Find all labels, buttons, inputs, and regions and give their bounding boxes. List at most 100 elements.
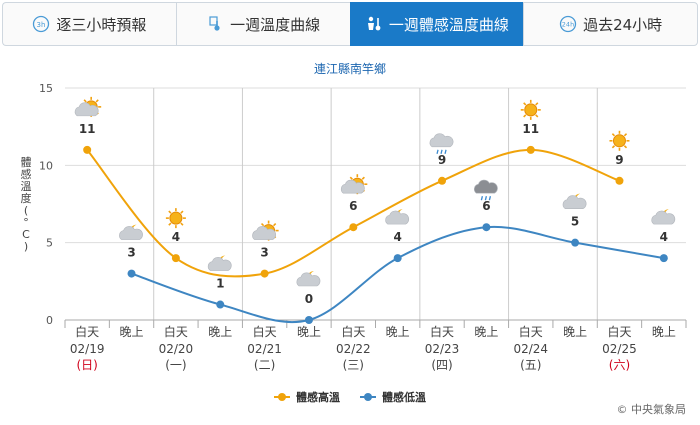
data-label: 4 <box>172 230 180 244</box>
x-category-label: 晚上 <box>652 325 676 339</box>
sun-ray <box>523 114 527 118</box>
sun-ray <box>168 222 172 226</box>
data-point <box>438 176 447 185</box>
partly-cloudy-day-icon <box>252 220 279 241</box>
sun-ray <box>260 222 265 227</box>
feels-like-thermometer-icon <box>365 15 383 33</box>
x-category-label: 白天 <box>430 324 454 339</box>
legend-label: 體感高溫 <box>296 390 340 404</box>
partly-cloudy-day-icon <box>340 174 368 195</box>
partly-cloudy-day-icon <box>74 96 102 117</box>
rain-drop <box>484 196 488 201</box>
data-point <box>526 145 535 154</box>
cloud-shape <box>207 257 232 271</box>
svg-text:24h: 24h <box>562 21 574 29</box>
tab-3hour-forecast[interactable]: 3h 逐三小時預報 <box>2 2 176 46</box>
x-weekday-label: (一) <box>165 358 186 372</box>
sun-ray <box>611 145 616 149</box>
partly-cloudy-night-icon <box>562 193 587 209</box>
sun-ray <box>623 145 628 149</box>
data-label: 1 <box>216 277 224 291</box>
sun-ray <box>180 210 184 214</box>
cloud-shape <box>296 272 321 287</box>
rain-drop <box>480 196 484 201</box>
sun-ray <box>180 222 184 226</box>
x-date-label: 02/19 <box>70 342 105 356</box>
tab-label: 一週體感溫度曲線 <box>388 15 509 34</box>
x-weekday-label: (日) <box>76 358 97 372</box>
data-point <box>393 254 402 263</box>
data-point <box>571 238 580 247</box>
sun-ray <box>611 133 616 137</box>
x-category-label: 白天 <box>607 324 631 339</box>
data-label: 0 <box>305 292 313 306</box>
data-point <box>127 269 136 278</box>
tab-label: 逐三小時預報 <box>56 15 147 34</box>
cloud-shape <box>340 179 365 194</box>
cloud-shape <box>562 195 587 209</box>
data-point <box>216 300 225 309</box>
rain-drop <box>444 149 447 154</box>
x-date-label: 02/25 <box>602 342 637 356</box>
x-category-label: 晚上 <box>120 325 144 339</box>
x-category-label: 晚上 <box>474 325 498 339</box>
rain-drop <box>440 149 443 154</box>
data-label: 3 <box>127 246 135 260</box>
clock-3h-icon: 3h <box>32 15 50 33</box>
legend-marker <box>364 393 372 401</box>
sun-ray <box>535 114 539 118</box>
clock-24h-icon: 24h <box>559 15 577 33</box>
tab-past-24-hours[interactable]: 24h 過去24小時 <box>523 2 698 46</box>
tab-weekly-feels-like[interactable]: 一週體感溫度曲線 <box>349 2 524 46</box>
sun-shape <box>169 211 183 225</box>
partly-cloudy-night-icon <box>119 224 143 240</box>
sun-ray <box>168 210 172 214</box>
sunny-icon <box>609 130 630 151</box>
x-category-label: 晚上 <box>563 325 587 339</box>
x-category-label: 白天 <box>341 324 365 339</box>
data-label: 11 <box>522 122 539 136</box>
data-label: 9 <box>615 153 623 167</box>
tab-label: 過去24小時 <box>583 15 663 34</box>
cloud-shape <box>119 226 143 240</box>
tab-bar: 3h 逐三小時預報 一週溫度曲線 一週體感溫度曲線 24h 過去24小時 <box>2 2 698 46</box>
x-category-label: 晚上 <box>386 325 410 339</box>
cloudy-night-icon <box>207 255 232 271</box>
sun-ray <box>83 99 87 103</box>
x-category-label: 白天 <box>75 324 99 339</box>
x-date-label: 02/24 <box>513 342 548 356</box>
data-label: 9 <box>438 153 446 167</box>
rain-drop <box>488 196 492 201</box>
data-label: 3 <box>260 246 268 260</box>
x-weekday-label: (五) <box>520 358 541 372</box>
y-tick-label: 15 <box>39 82 53 95</box>
cloud-shape <box>473 179 498 194</box>
x-date-label: 02/22 <box>336 342 371 356</box>
overcast-rain-icon <box>473 179 498 201</box>
tab-weekly-temperature[interactable]: 一週溫度曲線 <box>175 2 350 46</box>
credit-text: © 中央氣象局 <box>616 403 687 416</box>
x-category-label: 晚上 <box>297 325 321 339</box>
y-tick-label: 5 <box>46 237 53 250</box>
legend-marker <box>278 393 286 401</box>
sun-ray <box>95 99 99 103</box>
partly-cloudy-night-icon <box>385 209 410 225</box>
thermometer-icon <box>206 15 224 33</box>
data-label: 5 <box>571 215 579 229</box>
x-weekday-label: (六) <box>609 358 630 372</box>
cloud-shape <box>74 102 99 117</box>
y-tick-label: 0 <box>46 314 53 327</box>
data-point <box>349 223 358 232</box>
chart-title: 連江縣南竿鄉 <box>313 62 386 76</box>
rain-drop <box>436 149 439 154</box>
x-category-label: 晚上 <box>208 325 232 339</box>
data-label: 11 <box>79 122 96 136</box>
cloud-shape <box>429 133 454 148</box>
x-category-label: 白天 <box>519 324 543 339</box>
sunny-icon <box>520 99 541 120</box>
sun-ray <box>349 176 353 180</box>
x-category-label: 白天 <box>253 324 277 339</box>
data-point <box>260 269 269 278</box>
x-date-label: 02/23 <box>425 342 460 356</box>
